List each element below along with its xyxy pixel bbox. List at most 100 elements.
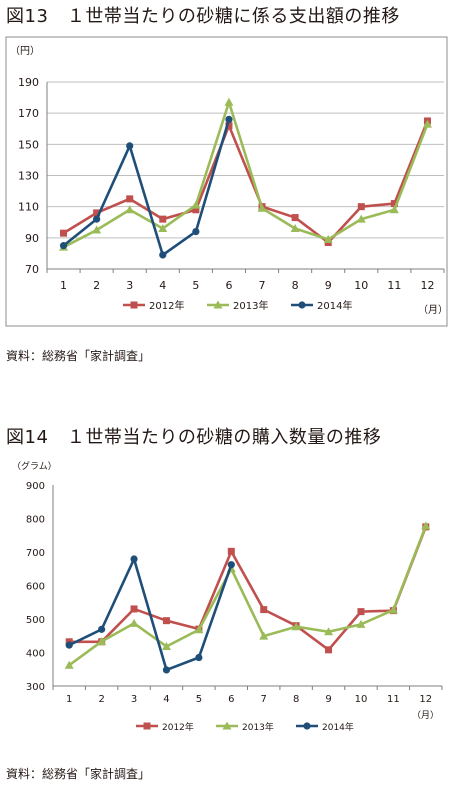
data-point-circle <box>98 625 106 633</box>
y-tick-label: 300 <box>26 682 45 693</box>
data-point-triangle <box>161 641 171 650</box>
data-point-square <box>260 606 268 614</box>
y-tick-label: 190 <box>18 76 39 89</box>
data-point-circle <box>195 653 203 662</box>
x-axis-unit-label: （月） <box>412 710 439 721</box>
x-tick-label: 9 <box>325 694 331 705</box>
x-tick-label: 7 <box>259 279 266 292</box>
data-point-circle <box>303 722 311 730</box>
x-tick-label: 6 <box>228 694 234 705</box>
y-tick-label: 70 <box>25 263 39 276</box>
data-point-square <box>143 722 151 730</box>
series-line-2012年 <box>62 120 429 244</box>
data-point-triangle <box>125 205 135 214</box>
legend-label: 2013年 <box>233 299 268 312</box>
data-point-circle <box>162 666 171 674</box>
x-tick-label: 1 <box>60 279 67 292</box>
y-tick-label: 400 <box>26 649 45 660</box>
x-tick-label: 8 <box>293 694 299 705</box>
x-tick-label: 11 <box>387 694 400 705</box>
legend-label: 2012年 <box>149 299 184 312</box>
x-tick-label: 2 <box>93 279 100 292</box>
series-line-2012年 <box>69 526 428 652</box>
data-point-triangle <box>290 223 300 232</box>
data-point-triangle <box>224 97 234 106</box>
data-point-triangle <box>97 636 107 645</box>
data-point-triangle <box>194 625 204 634</box>
x-tick-label: 12 <box>420 279 434 292</box>
data-point-triangle <box>259 631 269 640</box>
x-tick-label: 1 <box>66 694 72 705</box>
y-tick-label: 700 <box>26 548 45 559</box>
legend-label: 2013年 <box>242 721 274 733</box>
data-point-square <box>390 200 398 208</box>
y-tick-label: 900 <box>26 481 45 492</box>
data-point-triangle <box>222 721 232 730</box>
data-point-triangle <box>191 200 201 209</box>
data-point-square <box>192 206 200 214</box>
x-tick-label: 2 <box>98 694 104 705</box>
data-point-triangle <box>158 223 168 232</box>
data-point-triangle <box>422 119 432 128</box>
data-point-circle <box>93 215 101 223</box>
data-point-square <box>130 301 138 309</box>
data-point-triangle <box>64 660 74 669</box>
data-point-square <box>162 617 170 625</box>
x-tick-label: 10 <box>354 279 368 292</box>
data-point-triangle <box>421 521 431 530</box>
series-line-2014年 <box>68 557 233 672</box>
data-point-square <box>126 195 134 203</box>
data-point-triangle <box>257 203 267 212</box>
y-tick-label: 130 <box>18 170 39 183</box>
data-point-square <box>291 214 299 222</box>
y-axis-unit-label: （グラム） <box>12 460 57 472</box>
x-tick-label: 4 <box>159 279 166 292</box>
x-tick-label: 6 <box>225 279 232 292</box>
y-tick-label: 500 <box>26 615 45 626</box>
y-axis-unit-label: （円） <box>10 45 40 57</box>
data-point-square <box>325 646 333 654</box>
x-axis-unit-label: （月） <box>418 304 448 316</box>
data-point-square <box>227 547 235 555</box>
source-note: 資料：総務省「家計調査」 <box>6 767 151 781</box>
x-tick-label: 7 <box>261 694 267 705</box>
data-point-circle <box>130 555 138 563</box>
data-point-square <box>60 229 68 237</box>
series-line-2013年 <box>62 100 429 249</box>
data-point-triangle <box>389 205 399 214</box>
data-point-square <box>159 215 167 223</box>
data-point-circle <box>126 142 134 150</box>
data-point-triangle <box>356 214 366 223</box>
data-point-circle <box>59 242 68 250</box>
data-point-triangle <box>213 300 223 309</box>
data-point-circle <box>192 228 200 236</box>
y-tick-label: 600 <box>26 582 45 593</box>
y-tick-label: 170 <box>18 107 39 120</box>
plot-frame <box>5 36 448 327</box>
x-tick-label: 4 <box>163 694 169 705</box>
data-point-triangle <box>92 225 102 234</box>
y-tick-label: 150 <box>18 138 39 151</box>
x-tick-label: 12 <box>419 694 432 705</box>
x-tick-label: 5 <box>196 694 202 705</box>
data-point-square <box>225 122 233 130</box>
x-tick-label: 3 <box>126 279 133 292</box>
legend-label: 2014年 <box>322 721 354 733</box>
data-point-square <box>357 203 365 211</box>
data-point-square <box>357 608 365 616</box>
y-tick-label: 110 <box>18 201 39 214</box>
chart-title: 図14 １世帯当たりの砂糖の購入数量の推移 <box>6 427 382 448</box>
data-point-circle <box>225 115 233 123</box>
x-tick-label: 5 <box>192 279 199 292</box>
series-line-2013年 <box>68 525 428 667</box>
x-tick-label: 9 <box>325 279 332 292</box>
data-point-triangle <box>323 234 333 243</box>
chart-title: 図13 １世帯当たりの砂糖に係る支出額の推移 <box>6 6 400 27</box>
legend-label: 2012年 <box>162 721 194 733</box>
data-point-circle <box>298 301 306 309</box>
series-line-2014年 <box>62 119 231 257</box>
x-tick-label: 8 <box>292 279 299 292</box>
legend-label: 2014年 <box>317 299 352 312</box>
